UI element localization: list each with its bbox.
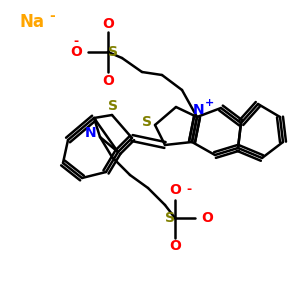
Text: N: N — [193, 103, 205, 117]
Text: -: - — [74, 35, 79, 49]
Text: S: S — [165, 211, 175, 225]
Text: S: S — [142, 115, 152, 129]
Text: O: O — [102, 74, 114, 88]
Text: O: O — [201, 211, 213, 225]
Text: -: - — [186, 184, 192, 196]
Text: O: O — [70, 45, 82, 59]
Text: +: + — [206, 98, 214, 108]
Text: O: O — [169, 239, 181, 253]
Text: -: - — [49, 9, 55, 23]
Text: S: S — [108, 45, 118, 59]
Text: O: O — [102, 17, 114, 31]
Text: S: S — [108, 99, 118, 113]
Text: N: N — [85, 126, 97, 140]
Text: Na: Na — [20, 13, 44, 31]
Text: O: O — [169, 183, 181, 197]
